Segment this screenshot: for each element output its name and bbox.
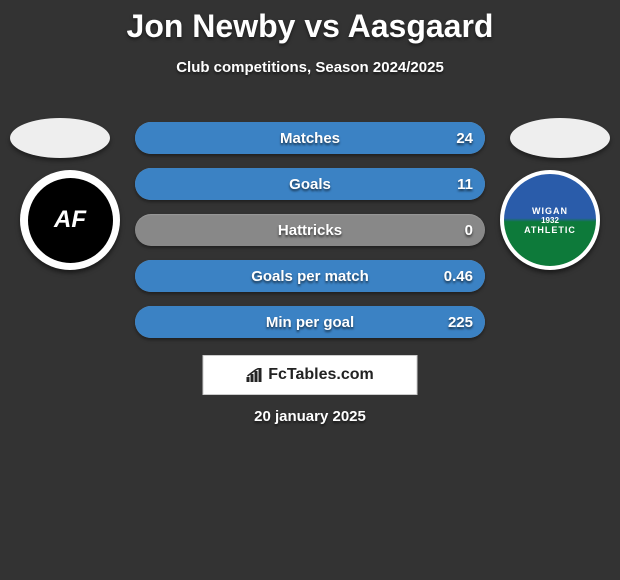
- page-title: Jon Newby vs Aasgaard: [0, 0, 620, 45]
- player-avatar-left: [10, 118, 110, 158]
- chart-icon: [246, 368, 264, 382]
- stat-label: Goals: [289, 176, 331, 193]
- club-badge-left: AF: [20, 170, 120, 270]
- stat-bar: Goals per match 0.46: [135, 260, 485, 292]
- stat-bar: Goals 11: [135, 168, 485, 200]
- stat-bar: Matches 24: [135, 122, 485, 154]
- stat-label: Matches: [280, 130, 340, 147]
- stat-value-right: 0: [465, 222, 473, 239]
- club-badge-right: WIGAN 1932 ATHLETIC: [500, 170, 600, 270]
- player-avatar-right: [510, 118, 610, 158]
- club-badge-left-text: AF: [28, 178, 113, 263]
- club-badge-right-year: 1932: [541, 216, 559, 225]
- stat-value-right: 11: [457, 176, 473, 193]
- stat-value-right: 0.46: [444, 268, 473, 285]
- club-badge-right-bottom: ATHLETIC: [524, 225, 576, 235]
- subtitle: Club competitions, Season 2024/2025: [0, 59, 620, 76]
- date-label: 20 january 2025: [0, 408, 620, 425]
- stat-label: Hattricks: [278, 222, 342, 239]
- watermark-text: FcTables.com: [268, 366, 374, 384]
- stat-bar: Min per goal 225: [135, 306, 485, 338]
- stat-label: Goals per match: [251, 268, 369, 285]
- watermark: FcTables.com: [203, 355, 418, 395]
- stat-label: Min per goal: [266, 314, 354, 331]
- stat-value-right: 24: [456, 130, 473, 147]
- stats-container: Matches 24 Goals 11 Hattricks 0 Goals per matc…: [135, 122, 485, 352]
- club-badge-right-top: WIGAN: [532, 206, 568, 216]
- stat-value-right: 225: [448, 314, 473, 331]
- stat-bar: Hattricks 0: [135, 214, 485, 246]
